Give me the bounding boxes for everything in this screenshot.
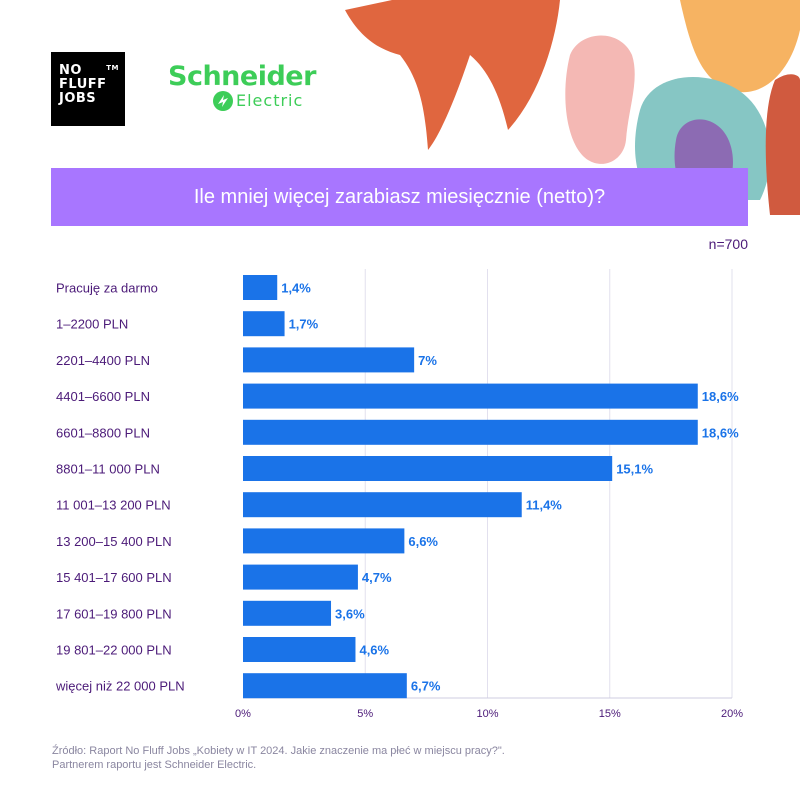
footer-note: Źródło: Raport No Fluff Jobs „Kobiety w … xyxy=(52,744,505,772)
x-tick-label: 5% xyxy=(357,708,373,720)
schneider-mark-icon xyxy=(213,91,233,111)
category-label: 11 001–13 200 PLN xyxy=(56,498,171,513)
trademark-mark: TM xyxy=(106,64,119,72)
category-label: 19 801–22 000 PLN xyxy=(56,643,172,658)
chart-title: Ile mniej więcej zarabiasz miesięcznie (… xyxy=(193,185,606,208)
bar xyxy=(243,673,407,699)
category-label: 1–2200 PLN xyxy=(56,317,128,332)
bar xyxy=(243,311,285,337)
bar xyxy=(243,419,698,445)
bar xyxy=(243,275,278,300)
value-label: 1,7% xyxy=(289,317,319,332)
category-label: 8801–11 000 PLN xyxy=(56,462,160,477)
value-label: 4,6% xyxy=(359,643,389,658)
category-label: więcej niż 22 000 PLN xyxy=(55,679,185,694)
nofluffjobs-logo: NO FLUFF JOBS TM xyxy=(51,52,125,126)
chart-title-banner: Ile mniej więcej zarabiasz miesięcznie (… xyxy=(51,168,748,226)
value-label: 7% xyxy=(418,353,437,368)
nofluff-line: FLUFF xyxy=(59,77,107,92)
value-label: 4,7% xyxy=(362,570,392,585)
bar xyxy=(243,456,613,481)
category-label: 17 601–19 800 PLN xyxy=(56,606,172,621)
category-label: 6601–8800 PLN xyxy=(56,425,150,440)
category-label: Pracuję za darmo xyxy=(56,281,158,296)
category-label: 2201–4400 PLN xyxy=(56,353,150,368)
value-label: 3,6% xyxy=(335,606,365,621)
partner-line: Partnerem raportu jest Schneider Electri… xyxy=(52,759,257,771)
bar xyxy=(243,637,356,662)
sample-size-label: n=700 xyxy=(708,236,748,252)
x-tick-label: 0% xyxy=(235,708,251,720)
value-label: 15,1% xyxy=(616,462,653,477)
category-label: 4401–6600 PLN xyxy=(56,389,150,404)
bar xyxy=(243,564,358,590)
bar xyxy=(243,492,522,518)
value-label: 6,7% xyxy=(411,679,441,694)
pink-blob-shape xyxy=(565,35,635,164)
bar xyxy=(243,347,415,373)
schneider-wordmark: Schneider xyxy=(168,61,316,92)
bar-chart: 0% 5% 10% 15% 20% Pracuję za darmo 1,4% 1–2200 … xyxy=(55,269,743,720)
yellow-blob-shape xyxy=(680,0,800,93)
value-label: 18,6% xyxy=(702,389,739,404)
source-line: Źródło: Raport No Fluff Jobs „Kobiety w … xyxy=(52,745,505,757)
nofluff-line: JOBS xyxy=(59,91,97,106)
red-edge-shape xyxy=(765,74,800,215)
nofluff-line: NO xyxy=(59,63,82,78)
x-tick-label: 10% xyxy=(476,708,498,720)
x-tick-label: 15% xyxy=(599,708,621,720)
orange-leaf-shape xyxy=(345,0,560,150)
value-label: 18,6% xyxy=(702,425,739,440)
category-label: 15 401–17 600 PLN xyxy=(56,570,172,585)
value-label: 11,4% xyxy=(526,498,563,513)
bar xyxy=(243,528,405,554)
schneider-electric-logo: Schneider Electric xyxy=(168,62,348,118)
x-tick-label: 20% xyxy=(721,708,743,720)
bar xyxy=(243,600,332,626)
bar xyxy=(243,383,698,409)
value-label: 6,6% xyxy=(408,534,438,549)
electric-wordmark: Electric xyxy=(236,91,304,110)
value-label: 1,4% xyxy=(281,281,311,296)
category-label: 13 200–15 400 PLN xyxy=(56,534,172,549)
